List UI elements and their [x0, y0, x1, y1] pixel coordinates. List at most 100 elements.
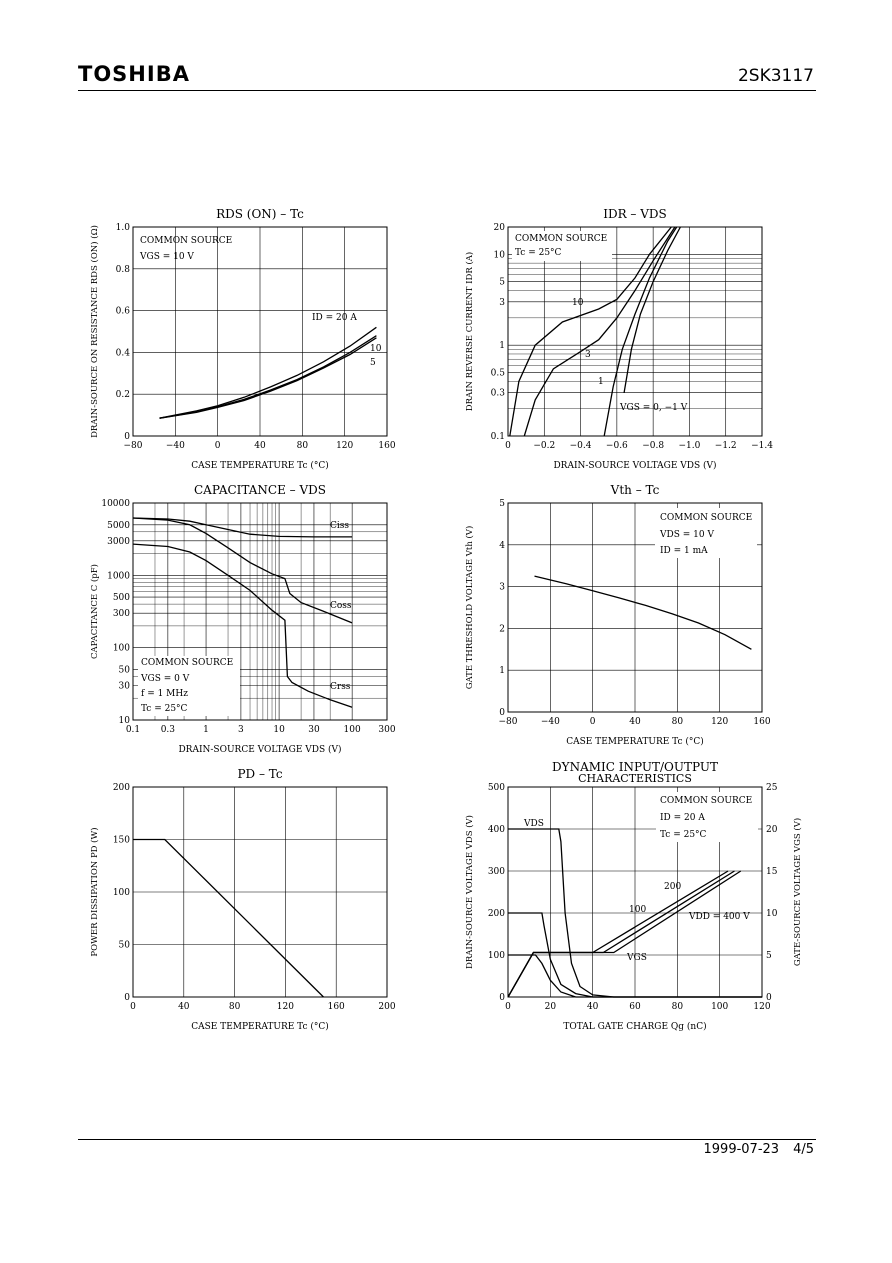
y-tick-label: 2	[499, 624, 505, 634]
annotations-idr: COMMON SOURCE Tc = 25°C 10 3 1 VGS = 0, −1 V	[515, 234, 688, 413]
x-tick-label: 0.3	[161, 725, 176, 735]
y-axis-label-right: GATE-SOURCE VOLTAGE VGS (V)	[792, 818, 803, 966]
series-line	[534, 575, 752, 650]
annotation-box	[656, 792, 758, 842]
x-tick-label: −0.8	[642, 441, 664, 451]
x-tick-label: 120	[336, 441, 353, 451]
curve-label: 1	[598, 377, 604, 387]
y-tick-label: 400	[488, 825, 505, 835]
annotation: VGS = 10 V	[139, 252, 194, 262]
series-line	[159, 326, 377, 419]
x-tick-label: 30	[308, 725, 320, 735]
x-tick-label: 10	[273, 725, 285, 735]
y-tick-label: 3	[499, 583, 505, 593]
footer-page: 4/5	[793, 1142, 814, 1157]
annotation: COMMON SOURCE	[140, 236, 232, 246]
y-tick-label: 0.8	[116, 265, 131, 275]
chart-subtitle: CHARACTERISTICS	[578, 772, 692, 785]
annotation: COMMON SOURCE	[660, 513, 752, 523]
x-tick-label: −80	[499, 717, 518, 727]
y-tick-label: 200	[488, 909, 505, 919]
x-tick-label: 0	[130, 1002, 136, 1012]
x-tick-label: 200	[378, 1002, 395, 1012]
annotation: Tc = 25°C	[660, 830, 707, 840]
x-tick-label: 120	[277, 1002, 294, 1012]
x-tick-label: 120	[711, 717, 728, 727]
curve-label: 5	[370, 358, 376, 368]
header-rule	[78, 90, 816, 91]
series-line	[507, 870, 729, 998]
chart-rds: RDS (ON) – Tc −80 −40 0 40 80 120 160 0 0.2 0.4 0.6…	[89, 207, 396, 471]
series-line	[508, 954, 762, 998]
footer: 1999-07-23 4/5	[704, 1142, 814, 1157]
y-tick-label: 0.4	[116, 348, 131, 358]
y-tick-label: 50	[119, 941, 131, 951]
y-tick-label: 300	[113, 609, 130, 619]
y-tick-label: 10000	[101, 499, 130, 509]
y-tick-label: 200	[113, 783, 130, 793]
curve-label: 10	[370, 344, 382, 354]
y-tick-label: 500	[113, 593, 130, 603]
series-line	[603, 226, 678, 437]
series-line	[507, 870, 735, 998]
x-tick-label: −80	[124, 441, 143, 451]
x-tick-label: −1.4	[751, 441, 773, 451]
curve-label: VDS	[523, 819, 544, 829]
annotation: VGS = 0 V	[140, 674, 190, 684]
chart-grid	[132, 786, 388, 998]
plot-frame	[132, 786, 388, 998]
annotation: Tc = 25°C	[141, 704, 188, 714]
y-tick-label: 100	[488, 951, 505, 961]
curve-label: 100	[629, 905, 646, 915]
y-tick-label: 100	[113, 888, 130, 898]
x-tick-label: 160	[753, 717, 770, 727]
plot-frame	[507, 226, 763, 437]
plot-frame	[507, 502, 763, 713]
series-line	[509, 226, 672, 437]
annotation: ID = 20 A	[660, 813, 705, 823]
x-tick-label: −40	[541, 717, 560, 727]
annotations-dyn: COMMON SOURCE ID = 20 A Tc = 25°C VDS VGS VDD…	[523, 796, 752, 963]
y-tick-label: 5	[499, 278, 505, 288]
x-tick-label: −0.4	[570, 441, 592, 451]
x-axis-label: TOTAL GATE CHARGE Qg (nC)	[563, 1021, 706, 1032]
y-axis-label: DRAIN REVERSE CURRENT IDR (A)	[464, 252, 475, 411]
x-tick-label: 160	[328, 1002, 345, 1012]
annotation-box	[655, 508, 757, 558]
y-tick-label-right: 15	[766, 867, 778, 877]
x-axis-label: DRAIN-SOURCE VOLTAGE VDS (V)	[553, 460, 716, 471]
x-tick-label: −0.2	[533, 441, 555, 451]
annotation: f = 1 MHz	[141, 689, 188, 699]
x-tick-label: 0.1	[126, 725, 140, 735]
curve-label: 200	[664, 882, 681, 892]
x-tick-label: 120	[753, 1002, 770, 1012]
series-line	[623, 226, 681, 393]
y-tick-label: 1	[499, 666, 505, 676]
chart-idr: IDR – VDS 0 −0.2 −0.4 −0.6 −0.8 −1.0 −1.2 −1.4 0.…	[464, 207, 773, 471]
annotations-vth: COMMON SOURCE VDS = 10 V ID = 1 mA	[659, 513, 752, 556]
y-tick-label: 1.0	[116, 223, 131, 233]
series-line	[523, 226, 676, 437]
y-tick-label: 0.5	[491, 369, 506, 379]
x-tick-label: 100	[344, 725, 361, 735]
x-tick-label: 100	[711, 1002, 728, 1012]
curve-label: VGS	[626, 953, 647, 963]
x-tick-label: 0	[215, 441, 221, 451]
x-tick-label: 160	[378, 441, 395, 451]
y-tick-label: 0	[124, 432, 130, 442]
chart-title: IDR – VDS	[603, 207, 667, 221]
annotation: COMMON SOURCE	[515, 234, 607, 244]
y-tick-label-right: 0	[766, 993, 772, 1003]
y-axis-label: GATE THRESHOLD VOLTAGE Vth (V)	[464, 526, 475, 690]
y-tick-label: 150	[113, 836, 130, 846]
y-tick-label: 5	[499, 499, 505, 509]
curve-label: 3	[585, 350, 591, 360]
y-tick-label: 1	[499, 341, 505, 351]
series-line	[159, 337, 377, 419]
y-axis-label: DRAIN-SOURCE ON RESISTANCE RDS (ON) (Ω)	[89, 225, 100, 438]
x-tick-label: 40	[629, 717, 641, 727]
x-tick-label: −1.0	[678, 441, 700, 451]
y-tick-label: 500	[488, 783, 505, 793]
footer-date: 1999-07-23	[703, 1142, 780, 1157]
